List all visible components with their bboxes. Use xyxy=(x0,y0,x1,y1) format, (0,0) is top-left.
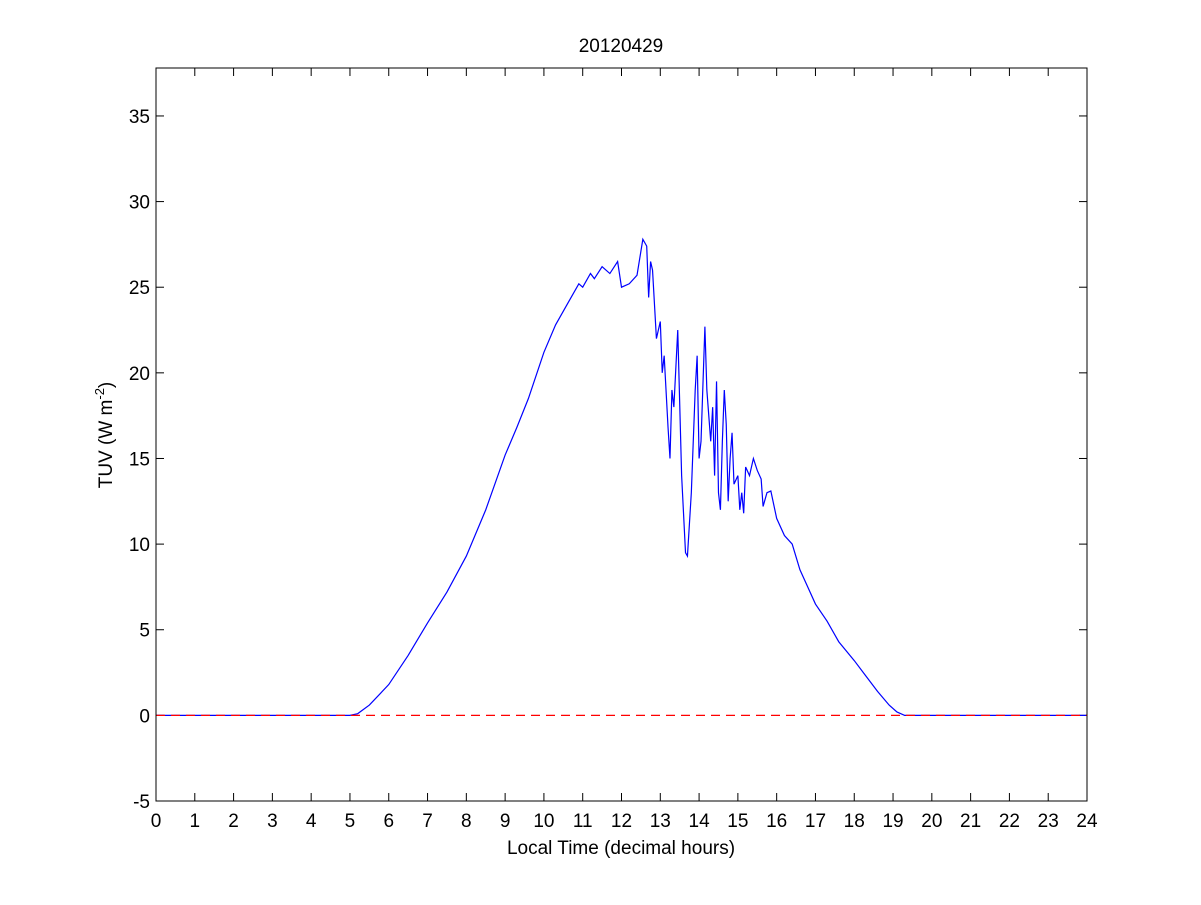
y-tick-label: 15 xyxy=(129,449,150,470)
chart-title: 20120429 xyxy=(579,36,664,57)
x-tick-label: 15 xyxy=(727,811,748,832)
x-tick-label: 7 xyxy=(422,811,433,832)
y-label-suffix: ) xyxy=(96,382,117,388)
x-tick-label: 22 xyxy=(999,811,1020,832)
y-tick-label: 0 xyxy=(139,706,150,727)
x-tick-label: 1 xyxy=(190,811,201,832)
y-label-superscript: -2 xyxy=(92,388,107,400)
y-tick-label: 25 xyxy=(129,278,150,299)
x-axis-label: Local Time (decimal hours) xyxy=(507,838,735,859)
x-tick-label: 11 xyxy=(573,811,593,832)
plot-frame xyxy=(155,67,1088,802)
x-tick-label: 18 xyxy=(844,811,865,832)
x-tick-label: 12 xyxy=(611,811,632,832)
x-tick-label: 14 xyxy=(689,811,711,832)
x-tick-label: 17 xyxy=(805,811,826,832)
y-tick-label: 20 xyxy=(129,364,150,385)
x-tick-label: 4 xyxy=(306,811,317,832)
x-tick-label: 13 xyxy=(650,811,671,832)
x-tick-label: 6 xyxy=(383,811,394,832)
y-tick-label: 10 xyxy=(129,535,150,556)
y-tick-label: 5 xyxy=(139,621,150,642)
y-tick-label: 30 xyxy=(129,193,150,214)
y-axis-label: TUV (W m-2) xyxy=(92,382,117,489)
x-tick-label: 19 xyxy=(882,811,903,832)
x-tick-label: 16 xyxy=(766,811,787,832)
x-tick-label: 3 xyxy=(267,811,278,832)
x-tick-label: 2 xyxy=(228,811,239,832)
x-tick-label: 9 xyxy=(500,811,511,832)
x-tick-label: 20 xyxy=(921,811,942,832)
y-label-text: TUV (W m xyxy=(96,400,117,489)
x-tick-label: 24 xyxy=(1076,811,1098,832)
x-tick-label: 0 xyxy=(151,811,162,832)
y-tick-label: 35 xyxy=(129,107,150,128)
x-tick-label: 10 xyxy=(533,811,554,832)
y-tick-label: -5 xyxy=(133,792,150,813)
x-tick-label: 5 xyxy=(345,811,356,832)
x-tick-label: 8 xyxy=(461,811,472,832)
x-tick-label: 23 xyxy=(1038,811,1059,832)
x-tick-label: 21 xyxy=(960,811,981,832)
data-line xyxy=(156,237,1087,716)
